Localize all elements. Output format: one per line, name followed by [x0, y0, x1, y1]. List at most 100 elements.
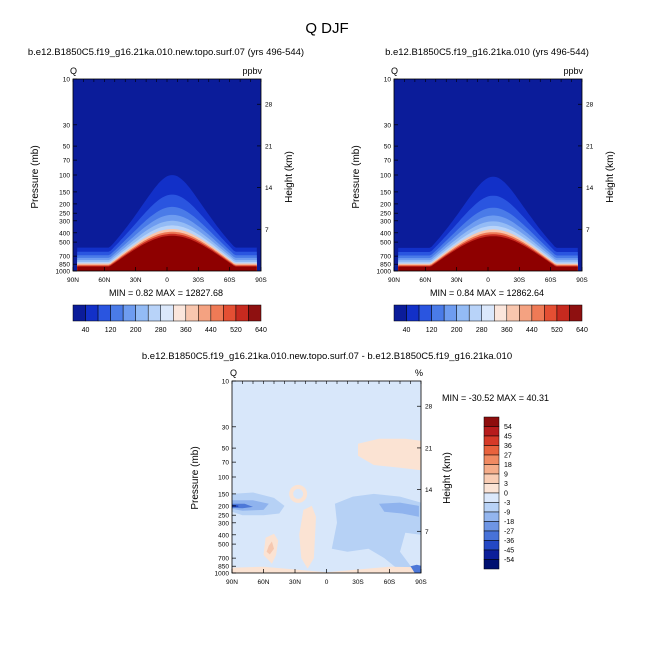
colorbar-label: 200 [130, 327, 142, 334]
colorbar-swatch [556, 304, 570, 322]
panel-diff-ylabel: Pressure (mb) [190, 446, 201, 509]
latitude-tick-label: 30N [451, 277, 463, 284]
latitude-tick-label: 60S [224, 277, 236, 284]
height-tick-label: 28 [265, 102, 273, 109]
latitude-tick-label: 0 [325, 579, 329, 586]
panel-diff-ylabel-right: Height (km) [442, 452, 453, 504]
diff-surface-layer [232, 566, 421, 573]
diff-negative-core [379, 502, 419, 517]
colorbar-label: 520 [230, 327, 242, 334]
panel-left-variable-label: Q [70, 66, 77, 76]
pressure-tick-label: 100 [380, 173, 391, 180]
panel-left: b.e12.B1850C5.f19_g16.21ka.010.new.topo.… [28, 47, 304, 334]
panel-right-height-axis: 28 21 14 7 [578, 102, 594, 234]
latitude-tick-label: 30S [514, 277, 526, 284]
latitude-tick-label: 90N [226, 579, 238, 586]
panel-left-colorbar: 40 120 200 280 360 440 520 640 [72, 304, 267, 334]
colorbar-swatch [72, 304, 86, 322]
pressure-tick-label: 50 [384, 144, 392, 151]
height-tick-label: 28 [586, 102, 594, 109]
latitude-tick-label: 60N [419, 277, 431, 284]
pressure-tick-label: 100 [218, 475, 229, 482]
pressure-tick-label: 700 [59, 254, 70, 261]
latitude-tick-label: 60S [384, 579, 396, 586]
pressure-tick-label: 70 [384, 158, 392, 165]
colorbar-swatch [456, 304, 470, 322]
colorbar-swatch [406, 304, 420, 322]
diff-positive-column [299, 505, 316, 569]
pressure-tick-label: 850 [380, 262, 391, 269]
height-tick-label: 14 [425, 487, 433, 494]
colorbar-swatch [494, 304, 508, 322]
colorbar-label: 120 [105, 327, 117, 334]
panel-diff-title: b.e12.B1850C5.f19_g16.21ka.010.new.topo.… [142, 351, 512, 362]
colorbar-swatch [147, 304, 161, 322]
pressure-tick-label: 30 [384, 122, 392, 129]
pressure-tick-label: 150 [218, 491, 229, 498]
pressure-tick-label: 850 [59, 262, 70, 269]
latitude-tick-label: 30S [352, 579, 364, 586]
colorbar-label: 440 [205, 327, 217, 334]
colorbar-label: 45 [504, 434, 512, 441]
diff-positive-core [266, 541, 274, 555]
pressure-tick-label: 300 [59, 218, 70, 225]
colorbar-swatch [569, 304, 583, 322]
panel-right-plot-area [394, 79, 582, 271]
colorbar-label: 40 [82, 327, 90, 334]
pressure-tick-label: 400 [380, 230, 391, 237]
pressure-tick-label: 250 [59, 211, 70, 218]
colorbar-swatch [483, 454, 500, 465]
latitude-tick-label: 0 [486, 277, 490, 284]
colorbar-swatch [483, 540, 500, 551]
colorbar-swatch [198, 304, 212, 322]
height-tick-label: 14 [265, 185, 273, 192]
panel-left-height-axis: 28 21 14 7 [257, 102, 273, 234]
pressure-tick-label: 200 [380, 201, 391, 208]
colorbar-label: 9 [504, 472, 508, 479]
colorbar-label: 520 [551, 327, 563, 334]
diff-positive-blob-core [293, 488, 304, 499]
pressure-tick-label: 150 [59, 189, 70, 196]
colorbar-swatch [531, 304, 545, 322]
colorbar-swatch [122, 304, 136, 322]
colorbar-label: 27 [504, 453, 512, 460]
panel-diff-units-label: % [415, 368, 423, 378]
colorbar-swatch [483, 483, 500, 494]
pressure-tick-label: 1000 [215, 571, 230, 578]
panel-diff-height-axis: 28 21 14 7 [417, 404, 433, 536]
pressure-tick-label: 10 [222, 379, 230, 386]
colorbar-swatch [483, 492, 500, 503]
panel-diff-stats: MIN = -30.52 MAX = 40.31 [442, 393, 549, 403]
panel-left-title: b.e12.B1850C5.f19_g16.21ka.010.new.topo.… [28, 47, 304, 58]
colorbar-swatch [483, 521, 500, 532]
panel-right-variable-label: Q [391, 66, 398, 76]
height-tick-label: 21 [586, 143, 594, 150]
colorbar-label: -45 [504, 548, 514, 555]
colorbar-label: 640 [255, 327, 267, 334]
latitude-tick-label: 60S [545, 277, 557, 284]
colorbar-label: 0 [504, 491, 508, 498]
colorbar-swatch [468, 304, 482, 322]
colorbar-swatch [483, 530, 500, 541]
pressure-tick-label: 250 [218, 513, 229, 520]
colorbar-label: 36 [504, 443, 512, 450]
colorbar-label: 440 [526, 327, 538, 334]
pressure-tick-label: 50 [222, 446, 230, 453]
diff-positive-patch [358, 438, 421, 471]
colorbar-swatch [248, 304, 262, 322]
latitude-tick-label: 30N [289, 579, 301, 586]
panel-left-frame [72, 78, 262, 272]
pressure-tick-label: 50 [63, 144, 71, 151]
latitude-tick-label: 30S [193, 277, 205, 284]
colorbar-swatch [506, 304, 520, 322]
pressure-tick-label: 30 [222, 424, 230, 431]
pressure-tick-label: 100 [59, 173, 70, 180]
colorbar-swatch [431, 304, 445, 322]
colorbar-label: -9 [504, 510, 510, 517]
height-tick-label: 14 [586, 185, 594, 192]
colorbar-label: 3 [504, 481, 508, 488]
pressure-tick-label: 400 [218, 532, 229, 539]
colorbar-swatch [185, 304, 199, 322]
